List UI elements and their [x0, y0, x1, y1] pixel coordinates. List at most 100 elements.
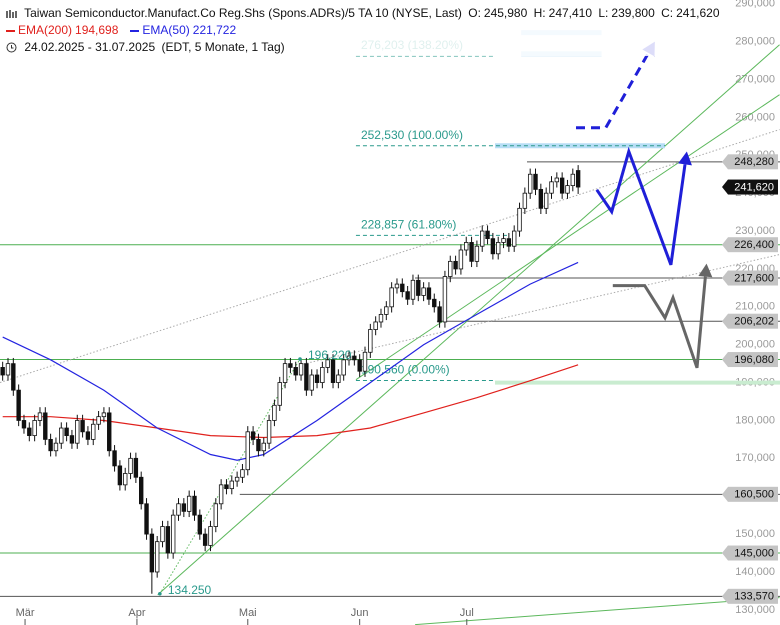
candle-body — [559, 177, 565, 194]
y-tick-label: 140,000 — [735, 566, 775, 578]
candle-body — [485, 230, 490, 240]
candle-body — [197, 514, 203, 535]
y-tick-label: 210,000 — [735, 301, 775, 313]
candle-body — [91, 423, 96, 440]
level-label: 196,080 — [734, 354, 774, 366]
candle-body — [480, 230, 485, 247]
candle-body — [538, 188, 544, 209]
fib-label: 252,530 (100.00%) — [361, 128, 463, 142]
candle-body — [400, 283, 405, 293]
projection-arrowhead — [678, 151, 692, 166]
candle-body — [80, 420, 85, 433]
trendline — [355, 94, 780, 381]
candle-body — [186, 495, 192, 512]
candle-body — [474, 245, 480, 262]
candle-body — [11, 363, 16, 391]
fib-label: 228,857 (61.80%) — [361, 218, 456, 232]
candle-body — [373, 321, 378, 330]
candle-body — [176, 503, 181, 516]
candle-body — [165, 526, 171, 554]
candle-body — [336, 374, 341, 383]
y-tick-label: 260,000 — [735, 111, 775, 123]
candle-body — [357, 359, 362, 372]
legend-swatch — [130, 29, 140, 32]
projection-line — [595, 146, 687, 266]
candle-body — [256, 438, 261, 452]
level-label-pointer — [722, 237, 728, 253]
ohlc-value: 239,800 — [611, 6, 655, 20]
trendline — [0, 129, 780, 384]
candle-body — [128, 457, 133, 474]
candle-body — [64, 427, 69, 437]
candle-body — [85, 431, 91, 440]
candle-body — [490, 238, 496, 255]
candle-body — [32, 420, 37, 437]
y-tick-label: 280,000 — [735, 36, 775, 48]
candle-body — [154, 541, 160, 573]
period-line: 24.02.2025 - 31.07.2025 (EDT, 5 Monate, … — [6, 39, 723, 56]
candle-body — [261, 442, 266, 452]
candle-body — [501, 238, 506, 243]
candle-body — [5, 363, 11, 376]
candle-body — [421, 287, 426, 296]
candle-body — [378, 313, 384, 323]
candle-body — [410, 279, 416, 300]
last-price-label-pointer — [722, 179, 728, 195]
level-label-box — [728, 352, 778, 368]
level-label-pointer — [722, 588, 728, 604]
legend-label: EMA(200) — [18, 23, 73, 37]
x-tick-label: Jun — [351, 607, 369, 619]
y-tick-label: 170,000 — [735, 452, 775, 464]
ohlc-name: H: — [533, 6, 546, 20]
y-tick-label: 230,000 — [735, 225, 775, 237]
x-tick-label: Jul — [460, 607, 474, 619]
y-tick-label: 290,000 — [735, 0, 775, 10]
candle-body — [266, 420, 272, 444]
level-label-pointer — [722, 313, 728, 329]
candle-body — [272, 404, 277, 421]
candle-body — [282, 363, 288, 383]
candle-body — [75, 420, 80, 444]
candle-body — [549, 181, 554, 194]
candle-body — [517, 207, 522, 232]
ema-line — [2, 364, 579, 439]
level-label-pointer — [722, 270, 728, 286]
legend: EMA(200) 194,698 EMA(50) 221,722 — [6, 22, 723, 39]
y-tick-label: 180,000 — [735, 414, 775, 426]
candle-body — [208, 526, 213, 546]
ohlc-name: C: — [661, 6, 674, 20]
ohlc-name: L: — [598, 6, 609, 20]
legend-label: EMA(50) — [142, 23, 190, 37]
candle-body — [112, 450, 117, 467]
point-label: 196,220 — [308, 348, 352, 362]
x-tick-label: Mär — [16, 607, 35, 619]
projection-arrowhead — [698, 263, 713, 278]
x-tick-label: Mai — [239, 607, 257, 619]
candle-body — [160, 526, 165, 543]
level-label-pointer — [722, 545, 728, 561]
candle-body — [362, 351, 368, 372]
candle-body — [368, 329, 373, 353]
candle-body — [229, 480, 234, 490]
level-label-box — [728, 588, 778, 604]
candle-body — [181, 503, 187, 512]
candle-body — [213, 503, 219, 527]
level-label-box — [728, 313, 778, 329]
candle-body — [250, 431, 256, 440]
candle-body — [464, 242, 469, 251]
candle-body — [570, 173, 576, 187]
candle-body — [506, 238, 512, 247]
period-note: (EDT, 5 Monate, 1 Tag) — [161, 40, 285, 54]
candle-body — [240, 469, 245, 478]
candle-body — [442, 276, 448, 323]
trendline — [159, 358, 301, 595]
last-price-label: 241,620 — [734, 181, 774, 193]
candle-body — [469, 242, 474, 262]
candle-body — [405, 291, 410, 300]
candle-body — [496, 242, 501, 255]
candle-body — [389, 287, 394, 308]
chart-icon — [6, 9, 17, 18]
candle-body — [394, 283, 400, 289]
candle-body — [352, 355, 357, 361]
candle-body — [133, 457, 139, 478]
